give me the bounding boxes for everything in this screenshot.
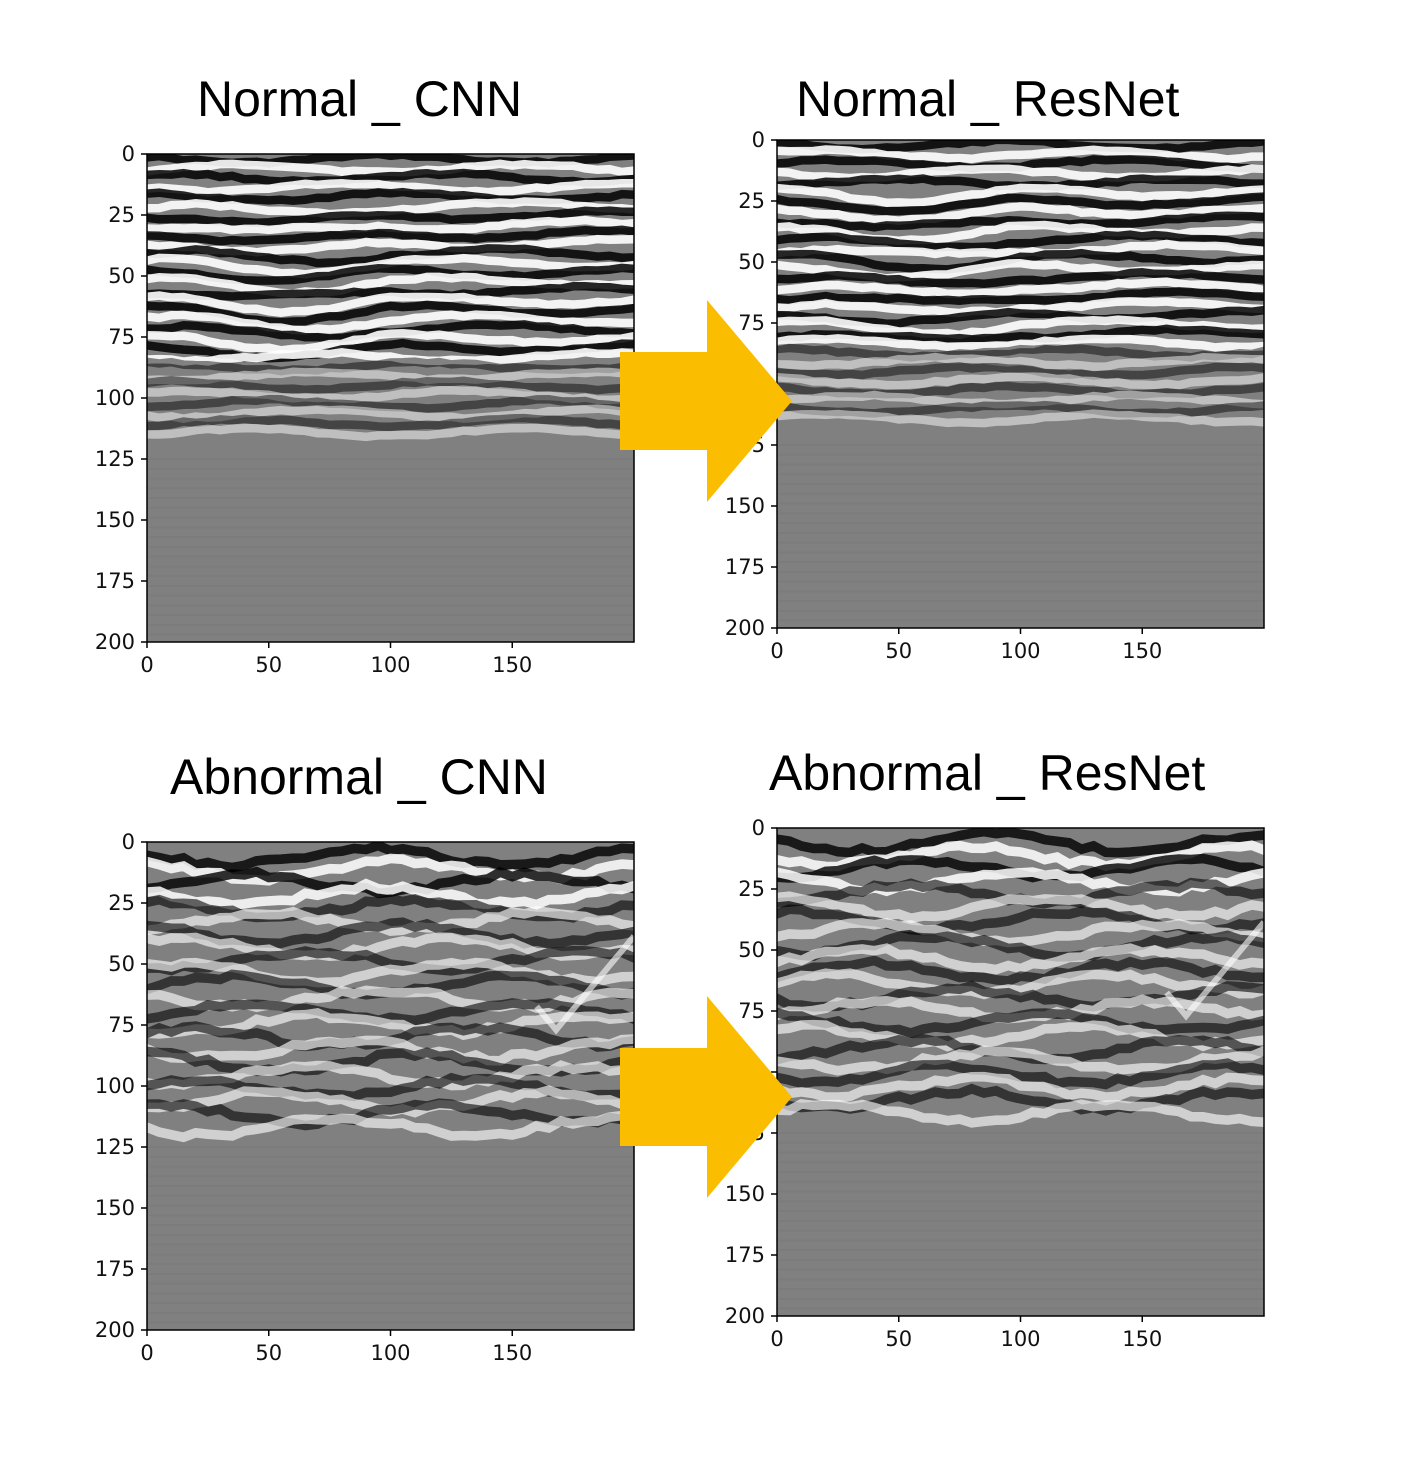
panel-title-abnormal-resnet: Abnormal _ ResNet	[769, 745, 1206, 801]
y-tick-label: 175	[95, 1257, 135, 1281]
y-tick-label: 125	[95, 1135, 135, 1159]
y-tick-label: 25	[108, 203, 135, 227]
y-tick-label: 0	[752, 816, 765, 840]
panel-title-normal-cnn: Normal _ CNN	[197, 71, 523, 127]
y-tick-label: 50	[738, 250, 765, 274]
y-tick-label: 200	[95, 1318, 135, 1342]
y-tick-label: 50	[108, 952, 135, 976]
x-tick-label: 0	[140, 1341, 153, 1365]
x-tick-label: 0	[140, 653, 153, 677]
y-tick-label: 100	[95, 386, 135, 410]
heatmap-image	[777, 140, 1264, 628]
y-tick-label: 100	[95, 1074, 135, 1098]
y-tick-label: 200	[725, 616, 765, 640]
x-tick-label: 150	[1122, 1327, 1162, 1351]
right-arrow-icon	[620, 300, 792, 502]
heatmap-image	[147, 842, 634, 1330]
x-tick-label: 100	[1000, 1327, 1040, 1351]
x-tick-label: 100	[1000, 639, 1040, 663]
y-tick-label: 125	[95, 447, 135, 471]
panel-title-normal-resnet: Normal _ ResNet	[796, 71, 1180, 127]
y-tick-label: 175	[725, 555, 765, 579]
x-tick-label: 50	[885, 1327, 912, 1351]
x-tick-label: 100	[370, 1341, 410, 1365]
x-tick-label: 150	[1122, 639, 1162, 663]
y-tick-label: 50	[108, 264, 135, 288]
y-tick-label: 150	[95, 1196, 135, 1220]
x-tick-label: 0	[770, 639, 783, 663]
y-tick-label: 0	[122, 142, 135, 166]
y-tick-label: 175	[95, 569, 135, 593]
y-tick-label: 150	[95, 508, 135, 532]
x-tick-label: 50	[255, 653, 282, 677]
heatmap-image	[147, 154, 634, 642]
y-tick-label: 75	[738, 999, 765, 1023]
y-tick-label: 75	[738, 311, 765, 335]
y-tick-label: 50	[738, 938, 765, 962]
y-tick-label: 150	[725, 494, 765, 518]
y-tick-label: 150	[725, 1182, 765, 1206]
x-tick-label: 50	[255, 1341, 282, 1365]
x-tick-label: 150	[492, 653, 532, 677]
y-tick-label: 200	[725, 1304, 765, 1328]
y-tick-label: 200	[95, 630, 135, 654]
heatmap-image	[777, 828, 1264, 1316]
x-tick-label: 50	[885, 639, 912, 663]
y-tick-label: 175	[725, 1243, 765, 1267]
y-tick-label: 0	[122, 830, 135, 854]
panel-title-abnormal-cnn: Abnormal _ CNN	[170, 749, 548, 805]
y-tick-label: 25	[108, 891, 135, 915]
y-tick-label: 0	[752, 128, 765, 152]
right-arrow-icon	[620, 996, 792, 1198]
y-tick-label: 75	[108, 325, 135, 349]
y-tick-label: 25	[738, 877, 765, 901]
x-tick-label: 0	[770, 1327, 783, 1351]
x-tick-label: 150	[492, 1341, 532, 1365]
x-tick-label: 100	[370, 653, 410, 677]
y-tick-label: 25	[738, 189, 765, 213]
y-tick-label: 75	[108, 1013, 135, 1037]
